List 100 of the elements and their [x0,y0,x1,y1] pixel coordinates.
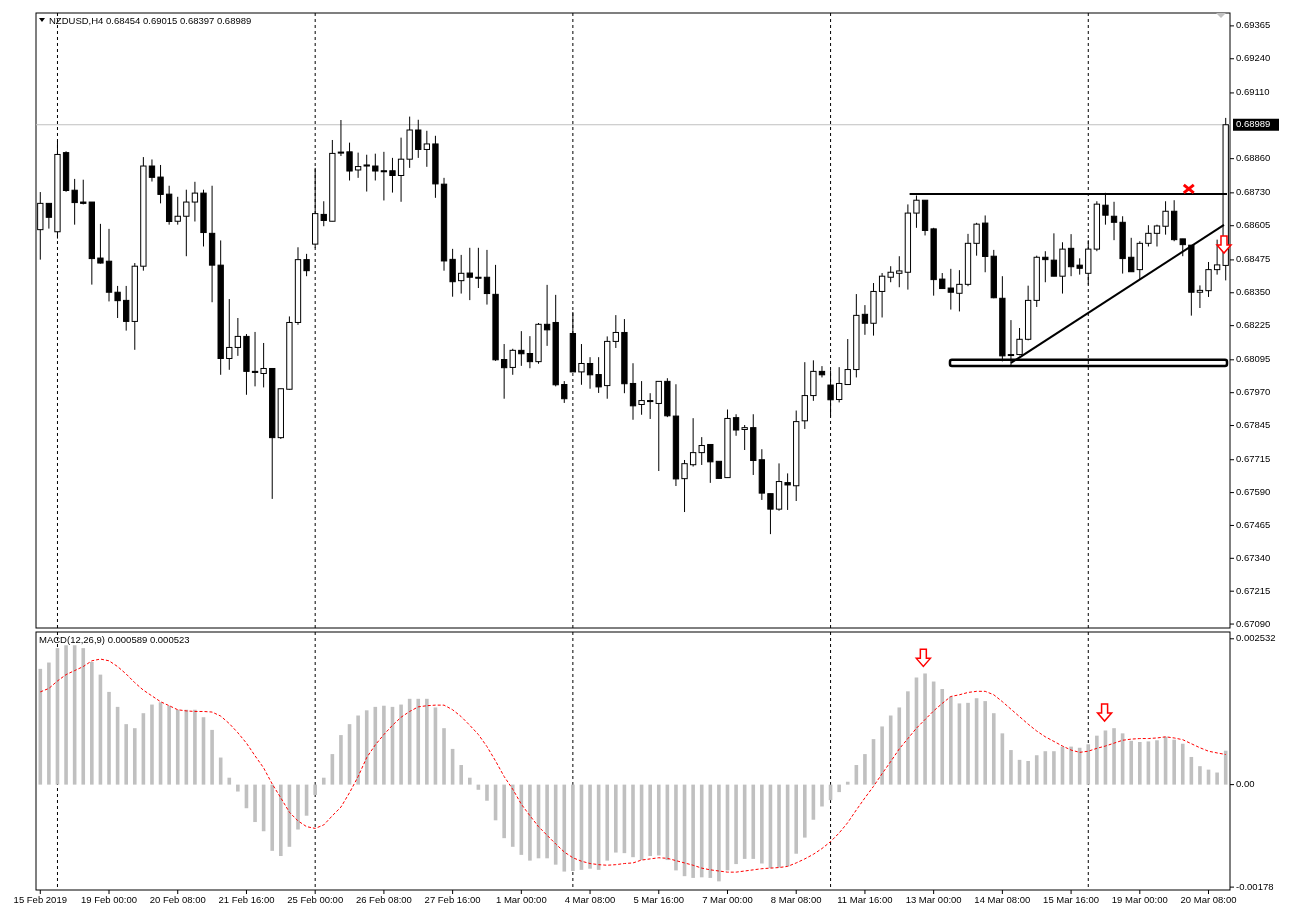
bar [648,784,652,857]
bar [588,784,592,869]
bar [270,784,275,851]
bar [1069,746,1073,785]
bar [210,729,214,785]
candlestick [500,343,508,400]
bar [253,784,257,823]
candlestick [1042,250,1049,283]
y-tick-label: -0.00178 [1236,880,1274,892]
candlestick [1110,201,1118,241]
bar [923,673,927,785]
bar [605,784,610,861]
bar [510,784,515,847]
bar [845,781,850,785]
y-tick-label: 0.67590 [1236,486,1271,498]
bar [571,784,575,871]
bar [356,715,360,785]
candlestick [655,380,662,472]
candlestick [1213,239,1221,276]
candlestick [741,424,748,451]
x-tick-label: 4 Mar 08:00 [564,894,616,905]
bar [1172,739,1176,785]
x-tick-label: 8 Mar 08:00 [770,894,822,905]
bar [1223,750,1228,785]
bar [382,705,386,785]
candlestick [423,130,430,168]
candlestick [707,443,714,484]
ref-line-label: 0.68989 [1236,118,1271,130]
bar [777,784,781,868]
candlestick [526,335,534,369]
bar [631,784,635,858]
candlestick [251,331,259,387]
candlestick [354,152,362,179]
candlestick [956,269,963,312]
candlestick [896,255,903,288]
x-tick-label: 21 Feb 16:00 [218,894,275,905]
candlestick [415,119,422,159]
bar [897,707,902,785]
candlestick [1016,327,1023,356]
y-tick-label: 0.68475 [1236,253,1271,265]
candlestick [1050,232,1058,277]
bar [674,784,678,871]
candlestick [836,366,843,403]
y-tick-label: 0.68350 [1236,286,1271,298]
bar [545,784,549,859]
x-tick-label: 19 Feb 00:00 [81,894,138,905]
bar [1034,755,1039,785]
candlestick [647,392,654,420]
candlestick [372,153,379,181]
y-tick-label: 0.67970 [1236,386,1271,398]
candlestick [174,196,181,226]
candlestick [483,249,491,306]
bar [236,784,240,792]
bar [193,709,197,785]
bar [794,784,799,854]
y-tick-label: 0.67090 [1236,617,1271,629]
y-tick-label: 0.68605 [1236,219,1271,231]
candlestick [1162,200,1169,236]
bar [940,689,945,785]
bar [863,754,867,785]
y-tick-label: 0.67845 [1236,419,1271,431]
candlestick [861,304,869,336]
candlestick [681,459,688,513]
x-tick-label: 20 Mar 08:00 [1180,894,1237,905]
bar [107,691,111,785]
bar [751,784,756,859]
bar [459,765,464,785]
candlestick [1067,233,1075,277]
y-tick-label: 0.69365 [1236,19,1271,31]
x-tick-label: 13 Mar 00:00 [905,894,962,905]
y-tick-label: 0.69240 [1236,52,1271,64]
candlestick [947,268,954,311]
candlestick [638,380,645,416]
candlestick [45,202,53,230]
x-tick-label: 27 Feb 16:00 [424,894,481,905]
candlestick [80,179,87,205]
bar [1198,766,1202,785]
bar [124,724,128,785]
x-tick-label: 25 Feb 00:00 [287,894,344,905]
bar [966,702,970,785]
bar [528,784,532,861]
x-tick-label: 14 Mar 08:00 [974,894,1031,905]
bar [296,784,300,830]
bar [227,777,232,785]
candlestick [260,342,267,388]
bar [150,704,154,785]
candlestick [303,253,310,277]
x-tick-label: 5 Mar 16:00 [633,894,685,905]
bar [279,784,283,857]
x-tick-label: 1 Mar 00:00 [495,894,547,905]
bar [1180,743,1185,785]
candlestick [732,413,740,437]
candlestick [844,338,851,386]
candlestick [475,247,482,289]
bar [717,784,721,882]
candlestick [380,151,388,201]
x-tick-label: 15 Feb 2019 [13,894,67,905]
candlestick [1205,261,1212,298]
y-tick-label: 0.68095 [1236,353,1271,365]
candlestick [629,362,637,421]
